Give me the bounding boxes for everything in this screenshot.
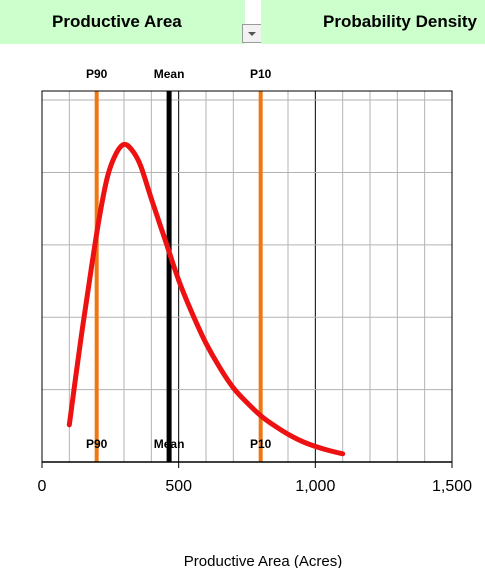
chart-grid <box>41 91 453 462</box>
x-tick-label: 0 <box>38 478 47 495</box>
header-productive-area: Productive Area <box>0 0 245 44</box>
chart-series <box>66 141 346 457</box>
density-point <box>341 453 344 455</box>
density-point <box>314 445 317 448</box>
density-point <box>106 175 109 178</box>
chevron-down-icon <box>248 31 256 36</box>
chart-vlines <box>94 91 263 462</box>
x-tick-label: 1,500 <box>432 478 472 495</box>
density-point <box>300 440 303 443</box>
density-point <box>232 387 235 389</box>
chart-labels: 0 500 1,000 1,500 P90 P90 Mean Mean P10 P10 <box>38 67 473 495</box>
density-point <box>123 143 125 146</box>
vline-label-top-p90: P90 <box>86 67 108 81</box>
vline-label-bottom-mean: Mean <box>154 437 185 451</box>
density-point <box>177 279 180 282</box>
vline-label-top-mean: Mean <box>154 67 185 81</box>
header-probability-density: Probability Density <box>261 0 485 44</box>
density-point <box>259 414 262 417</box>
x-tick-label: 500 <box>165 478 192 495</box>
header-left-label: Productive Area <box>52 12 182 31</box>
x-tick-label: 1,000 <box>295 478 335 495</box>
density-point <box>139 164 142 166</box>
plot-frame <box>41 90 453 463</box>
density-point <box>90 268 92 270</box>
density-point <box>205 342 207 345</box>
header-right-label: Probability Density <box>323 12 477 31</box>
density-point <box>273 424 276 427</box>
density-point <box>218 366 221 369</box>
vline-label-bottom-p90: P90 <box>86 437 108 451</box>
vline-label-top-p10: P10 <box>250 67 272 81</box>
density-point <box>164 238 166 241</box>
chart-frame <box>41 90 453 468</box>
density-point <box>115 153 117 155</box>
density-point <box>68 424 71 426</box>
density-point <box>246 401 248 404</box>
density-point <box>150 197 153 200</box>
density-point <box>191 312 194 315</box>
density-point <box>328 449 330 452</box>
vline-label-bottom-p10: P10 <box>250 437 272 451</box>
density-point <box>98 216 101 218</box>
x-axis-title: Productive Area (Acres) <box>184 553 342 568</box>
density-point <box>79 342 82 345</box>
density-point <box>287 433 289 436</box>
density-point <box>131 149 133 152</box>
